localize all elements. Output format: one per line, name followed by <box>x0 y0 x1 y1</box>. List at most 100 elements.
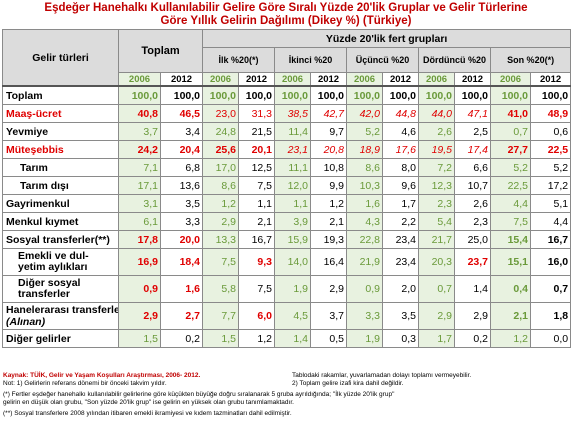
row-label-yevmiye: Yevmiye <box>2 122 119 141</box>
header-group-5: Son %20(*) <box>490 47 572 73</box>
value-cell: 10,3 <box>346 176 384 195</box>
value-cell: 24,8 <box>202 122 240 141</box>
value-cell: 100,0 <box>238 85 276 105</box>
value-cell: 20,3 <box>418 248 456 276</box>
value-cell: 4,5 <box>274 302 312 330</box>
value-cell: 8,0 <box>382 158 420 177</box>
table-row-hanelerarasi-transferler: Hanelerarası transferler (Alınan) 2,9 2,7 7,… <box>2 302 572 330</box>
value-cell: 1,2 <box>238 329 276 348</box>
value-cell: 4,4 <box>490 194 532 213</box>
value-cell: 16,7 <box>530 230 572 249</box>
footnote-note-1: Not: 1) Gelirlerin referans dönemi bir ö… <box>3 380 167 387</box>
value-cell: 0,9 <box>346 275 384 303</box>
value-cell: 0,2 <box>454 329 492 348</box>
value-cell: 41,0 <box>490 104 532 123</box>
value-cell: 7,5 <box>202 248 240 276</box>
value-cell: 17,0 <box>202 158 240 177</box>
value-cell: 0,7 <box>490 122 532 141</box>
table-row-diger-gelirler: Diğer gelirler 1,5 0,2 1,5 1,2 1,4 0,5 1,9 0,3 1,… <box>2 329 572 348</box>
table-row-mutesebbis: Müteşebbis 24,2 20,4 25,6 20,1 23,1 20,8 18,9 17… <box>2 140 572 159</box>
value-cell: 3,3 <box>346 302 384 330</box>
value-cell: 8,6 <box>346 158 384 177</box>
value-cell: 22,5 <box>490 176 532 195</box>
value-cell: 2,9 <box>118 302 161 330</box>
row-label-diger-sosyal-transferler: Diğer sosyal transferler <box>2 275 119 303</box>
value-cell: 7,2 <box>418 158 456 177</box>
row-label-tarim-disi: Tarım dışı <box>2 176 119 195</box>
value-cell: 17,8 <box>118 230 161 249</box>
value-cell: 6,6 <box>454 158 492 177</box>
value-cell: 2,9 <box>202 212 240 231</box>
row-label-line-2: (Alınan) <box>6 316 46 328</box>
value-cell: 1,5 <box>202 329 240 348</box>
value-cell: 4,4 <box>530 212 572 231</box>
value-cell: 100,0 <box>310 85 348 105</box>
value-cell: 3,5 <box>382 302 420 330</box>
value-cell: 40,8 <box>118 104 161 123</box>
value-cell: 100,0 <box>454 85 492 105</box>
value-cell: 1,5 <box>118 329 161 348</box>
value-cell: 3,3 <box>159 212 204 231</box>
row-label-hanelerarasi-transferler: Hanelerarası transferler (Alınan) <box>2 302 119 330</box>
value-cell: 1,9 <box>274 275 312 303</box>
value-cell: 0,5 <box>310 329 348 348</box>
value-cell: 2,3 <box>454 212 492 231</box>
value-cell: 21,7 <box>418 230 456 249</box>
row-label-diger-gelirler: Diğer gelirler <box>2 329 119 348</box>
value-cell: 11,4 <box>274 122 312 141</box>
value-cell: 0,4 <box>490 275 532 303</box>
value-cell: 7,1 <box>118 158 161 177</box>
value-cell: 1,4 <box>274 329 312 348</box>
value-cell: 22,8 <box>346 230 384 249</box>
row-label-toplam: Toplam <box>2 85 119 105</box>
value-cell: 1,1 <box>274 194 312 213</box>
row-label-sosyal-transferler: Sosyal transferler(**) <box>2 230 119 249</box>
value-cell: 2,9 <box>310 275 348 303</box>
table-row-toplam: Toplam 100,0 100,0 100,0 100,0 100,0 100,0 100,… <box>2 85 572 105</box>
value-cell: 0,3 <box>382 329 420 348</box>
value-cell: 7,5 <box>238 176 276 195</box>
value-cell: 2,1 <box>310 212 348 231</box>
year-header-cell: 2012 <box>454 72 492 87</box>
value-cell: 2,5 <box>454 122 492 141</box>
title-line-2: Göre Yıllık Gelirin Dağılımı (Dikey %) (… <box>160 15 412 27</box>
value-cell: 8,6 <box>202 176 240 195</box>
value-cell: 16,9 <box>118 248 161 276</box>
value-cell: 13,6 <box>159 176 204 195</box>
value-cell: 4,3 <box>346 212 384 231</box>
value-cell: 20,8 <box>310 140 348 159</box>
table-row-yevmiye: Yevmiye 3,7 3,4 24,8 21,5 11,4 9,7 5,2 4,6 2,6 2,5… <box>2 122 572 141</box>
value-cell: 3,7 <box>310 302 348 330</box>
value-cell: 25,0 <box>454 230 492 249</box>
footnote-star-2: gelirin en düşük olan grubu, "Son yüzde … <box>3 399 294 406</box>
value-cell: 100,0 <box>118 85 161 105</box>
value-cell: 15,4 <box>490 230 532 249</box>
value-cell: 0,9 <box>118 275 161 303</box>
value-cell: 0,6 <box>530 122 572 141</box>
value-cell: 3,9 <box>274 212 312 231</box>
value-cell: 100,0 <box>274 85 312 105</box>
table-row-sosyal-transferler: Sosyal transferler(**) 17,8 20,0 13,3 16,7 15… <box>2 230 572 249</box>
value-cell: 44,0 <box>418 104 456 123</box>
value-cell: 1,7 <box>382 194 420 213</box>
value-cell: 31,3 <box>238 104 276 123</box>
row-label-gayrimenkul: Gayrimenkul <box>2 194 119 213</box>
value-cell: 10,8 <box>310 158 348 177</box>
year-header-cell: 2006 <box>118 72 161 87</box>
value-cell: 17,6 <box>382 140 420 159</box>
header-group-1: İlk %20(*) <box>202 47 276 73</box>
value-cell: 46,5 <box>159 104 204 123</box>
year-header-cell: 2006 <box>202 72 240 87</box>
header-gelir-turleri: Gelir türleri <box>2 29 119 87</box>
row-label-tarim: Tarım <box>2 158 119 177</box>
title-line-1: Eşdeğer Hanehalkı Kullanılabilir Gelire … <box>44 2 528 14</box>
value-cell: 23,1 <box>274 140 312 159</box>
year-header-cell: 2012 <box>238 72 276 87</box>
footnote-note-2: 2) Toplam gelire izafi kira dahil değild… <box>292 380 404 387</box>
value-cell: 100,0 <box>159 85 204 105</box>
table-row-diger-sosyal-transferler: Diğer sosyal transferler 0,9 1,6 5,8 7,5 1,9 2… <box>2 275 572 303</box>
value-cell: 1,4 <box>454 275 492 303</box>
value-cell: 10,7 <box>454 176 492 195</box>
value-cell: 12,3 <box>418 176 456 195</box>
value-cell: 4,6 <box>382 122 420 141</box>
